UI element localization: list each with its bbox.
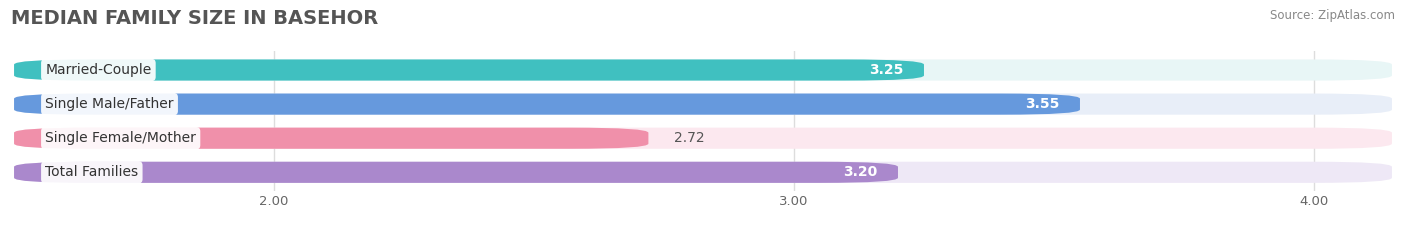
Text: Married-Couple: Married-Couple [45,63,152,77]
Text: Single Male/Father: Single Male/Father [45,97,174,111]
Text: 3.20: 3.20 [844,165,877,179]
Text: MEDIAN FAMILY SIZE IN BASEHOR: MEDIAN FAMILY SIZE IN BASEHOR [11,9,378,28]
Text: Single Female/Mother: Single Female/Mother [45,131,195,145]
FancyBboxPatch shape [14,93,1080,115]
FancyBboxPatch shape [14,128,648,149]
Text: 2.72: 2.72 [675,131,704,145]
Text: 3.25: 3.25 [869,63,903,77]
FancyBboxPatch shape [14,59,924,81]
FancyBboxPatch shape [14,59,1392,81]
FancyBboxPatch shape [14,162,898,183]
Text: 3.55: 3.55 [1025,97,1059,111]
Text: Source: ZipAtlas.com: Source: ZipAtlas.com [1270,9,1395,22]
Text: Total Families: Total Families [45,165,138,179]
FancyBboxPatch shape [14,128,1392,149]
FancyBboxPatch shape [14,93,1392,115]
FancyBboxPatch shape [14,162,1392,183]
